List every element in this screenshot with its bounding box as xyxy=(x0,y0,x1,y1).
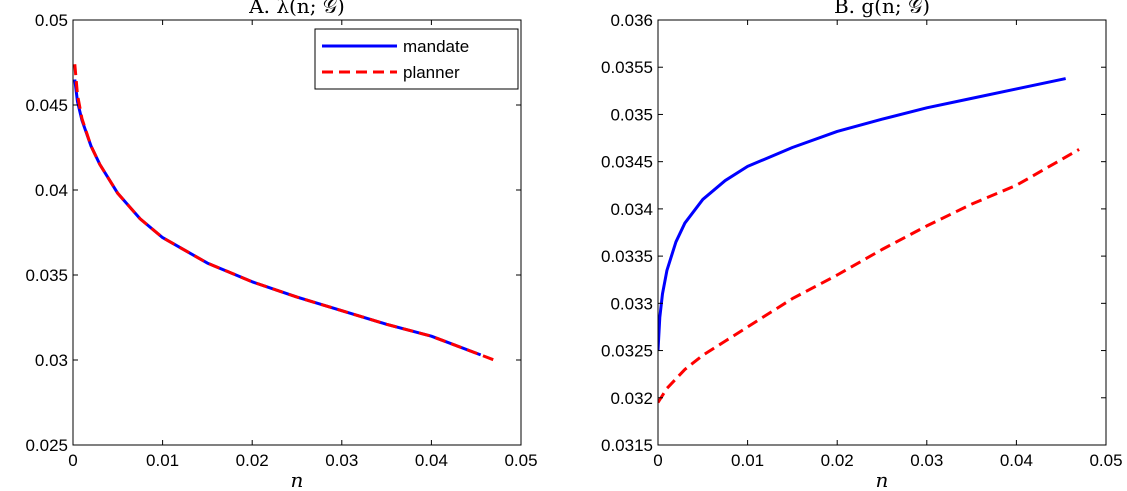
x-tick-label: 0 xyxy=(653,451,662,470)
x-tick-label: 0.04 xyxy=(415,451,448,470)
x-tick-label: 0.01 xyxy=(146,451,179,470)
x-axis-label: n xyxy=(876,468,889,491)
series-line-mandate xyxy=(658,77,1066,351)
x-tick-label: 0 xyxy=(68,451,77,470)
y-tick-label: 0.0315 xyxy=(601,436,653,455)
y-tick-label: 0.0335 xyxy=(601,247,653,266)
chart-title: A. λ(n; 𝒢) xyxy=(248,0,345,18)
chart-title: B. g(n; 𝒢) xyxy=(834,0,930,18)
y-tick-label: 0.035 xyxy=(610,105,653,124)
y-tick-label: 0.05 xyxy=(35,11,68,30)
panel-b: B. g(n; 𝒢) 0 0.01 0.02 0.03 0.04 0.05 0.0315 0.0… xyxy=(601,0,1123,491)
x-tick-label: 0.02 xyxy=(236,451,269,470)
x-tick-label: 0.01 xyxy=(731,451,764,470)
y-tick-label: 0.036 xyxy=(610,11,653,30)
y-tick-label: 0.032 xyxy=(610,389,653,408)
x-tick-label: 0.05 xyxy=(1089,451,1122,470)
x-tick-label: 0.02 xyxy=(821,451,854,470)
y-tick-label: 0.0355 xyxy=(601,58,653,77)
y-tick-label: 0.035 xyxy=(25,266,68,285)
y-tick-label: 0.0325 xyxy=(601,342,653,361)
y-tick-label: 0.025 xyxy=(25,436,68,455)
axes-frame xyxy=(657,19,1107,446)
x-tick-label: 0.05 xyxy=(504,451,537,470)
y-tick-label: 0.033 xyxy=(610,294,653,313)
axes-frame xyxy=(72,19,522,446)
y-tick-label: 0.034 xyxy=(610,200,653,219)
x-tick-label: 0.04 xyxy=(1000,451,1033,470)
panel-a: A. λ(n; 𝒢) 0 0.01 0.02 0.03 0.04 0.05 0.025 0.03… xyxy=(25,0,537,491)
legend-label-mandate: mandate xyxy=(403,37,469,56)
x-axis-label: n xyxy=(291,468,304,491)
x-tick-label: 0.03 xyxy=(910,451,943,470)
series-line-planner xyxy=(73,64,495,362)
y-tick-label: 0.04 xyxy=(35,181,68,200)
legend-box xyxy=(314,28,519,90)
y-tick-label: 0.045 xyxy=(25,96,68,115)
legend-label-planner: planner xyxy=(403,63,460,82)
series-line-planner xyxy=(658,148,1080,404)
y-tick-label: 0.0345 xyxy=(601,153,653,172)
x-tick-label: 0.03 xyxy=(325,451,358,470)
y-tick-label: 0.03 xyxy=(35,351,68,370)
series-line-mandate xyxy=(73,79,482,357)
